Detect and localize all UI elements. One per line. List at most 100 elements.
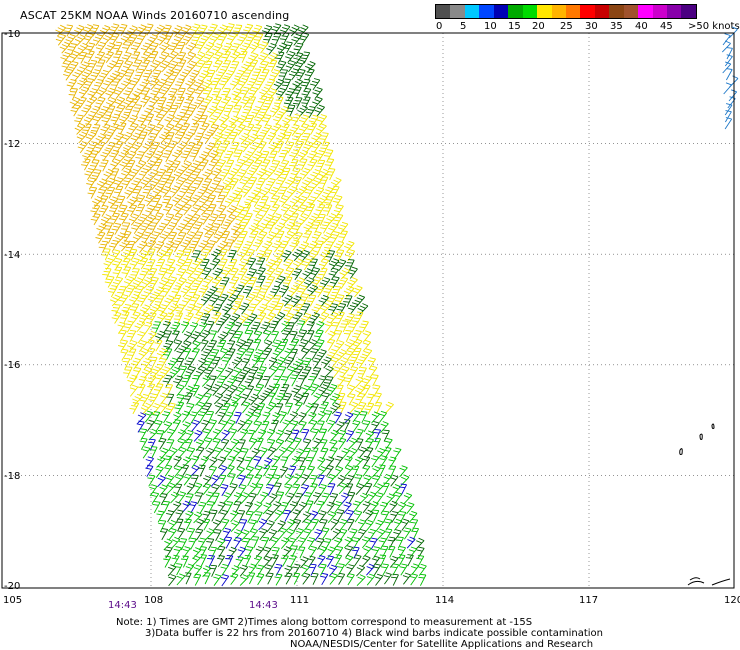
measurement-time: 14:43 [108, 600, 137, 611]
wind-barb [309, 482, 318, 495]
wind-barb [324, 196, 334, 209]
wind-barb [128, 213, 140, 226]
wind-barb [381, 510, 390, 523]
wind-barb [289, 338, 300, 351]
wind-barb [309, 474, 318, 487]
wind-barb [397, 546, 406, 559]
wind-barb [166, 393, 175, 406]
wind-barb [277, 186, 288, 199]
wind-barb [302, 230, 313, 243]
wind-barb [171, 554, 180, 567]
wind-barb [208, 150, 220, 163]
colorbar-label: 10 [484, 21, 497, 32]
wind-barb [372, 475, 381, 488]
wind-barb [416, 554, 425, 568]
wind-barb [286, 492, 295, 505]
wind-barb [109, 70, 121, 83]
wind-barb [254, 293, 266, 306]
wind-barb [183, 214, 194, 227]
wind-barb [295, 448, 305, 461]
wind-barb [294, 59, 305, 72]
wind-barb [307, 284, 319, 297]
wind-barb [236, 169, 247, 182]
wind-barb [121, 78, 132, 90]
wind-barb [230, 565, 240, 577]
wind-barb [301, 384, 311, 397]
wind-barb [293, 393, 304, 406]
wind-barb [389, 555, 399, 568]
wind-barb [353, 510, 363, 523]
wind-barb [160, 185, 172, 198]
wind-barb [286, 446, 296, 459]
wind-barb [312, 357, 321, 370]
wind-barb [175, 222, 187, 235]
wind-barb [233, 411, 242, 424]
wind-barb [85, 42, 96, 55]
wind-barb [346, 564, 355, 577]
wind-barb [197, 357, 207, 370]
wind-barb [257, 95, 268, 108]
wind-barb [373, 428, 382, 441]
wind-barb [162, 500, 171, 513]
wind-barb [316, 114, 328, 127]
wind-barb [190, 213, 201, 226]
wind-barb [249, 403, 260, 415]
wind-barb [274, 222, 286, 235]
wind-barb [359, 320, 369, 333]
wind-barb [163, 455, 172, 468]
wind-barb [277, 520, 286, 533]
wind-barb [280, 320, 290, 333]
wind-barb [363, 474, 372, 487]
wind-barb [351, 338, 363, 351]
wind-barb [156, 168, 167, 181]
wind-barb [195, 528, 204, 541]
wind-barb [253, 501, 263, 514]
wind-barb [243, 338, 254, 351]
wind-barb [120, 257, 131, 270]
wind-barb [176, 268, 187, 281]
wind-barb [300, 51, 311, 64]
wind-barb [243, 150, 254, 163]
wind-barb [301, 87, 312, 100]
wind-barb [210, 77, 221, 90]
wind-barb [381, 482, 390, 495]
wind-barb [117, 285, 127, 298]
wind-barb [292, 311, 303, 324]
wind-barb [208, 158, 219, 171]
wind-barb [248, 230, 259, 243]
wind-barb [211, 167, 222, 180]
wind-barb [219, 420, 228, 433]
wind-barb [246, 96, 257, 109]
wind-barb [150, 87, 161, 100]
wind-barb [329, 439, 338, 452]
wind-barb [202, 168, 213, 181]
wind-barb [244, 456, 253, 469]
wind-barb [126, 329, 137, 342]
wind-barb [408, 510, 418, 523]
wind-barb [165, 266, 176, 279]
wind-barb [105, 42, 116, 55]
wind-barb [297, 158, 308, 171]
wind-barb [208, 213, 219, 226]
wind-barb [167, 231, 177, 244]
wind-barb [333, 537, 343, 550]
wind-barb [406, 536, 416, 549]
wind-barb [118, 212, 129, 225]
wind-barb [289, 158, 299, 171]
wind-barb [284, 565, 293, 578]
wind-barb [227, 32, 238, 45]
wind-barb [120, 33, 132, 45]
wind-barb [381, 429, 390, 442]
wind-barb [321, 492, 330, 505]
wind-barb [137, 383, 146, 396]
wind-barb [221, 59, 232, 73]
wind-barb [314, 240, 324, 253]
colorbar-segment [623, 5, 639, 18]
wind-barb [721, 40, 731, 53]
wind-barb [292, 231, 303, 244]
wind-barb [166, 438, 175, 451]
wind-barb [203, 275, 214, 288]
wind-barb [202, 86, 213, 99]
wind-barb [101, 214, 112, 226]
wind-barb [312, 392, 322, 405]
